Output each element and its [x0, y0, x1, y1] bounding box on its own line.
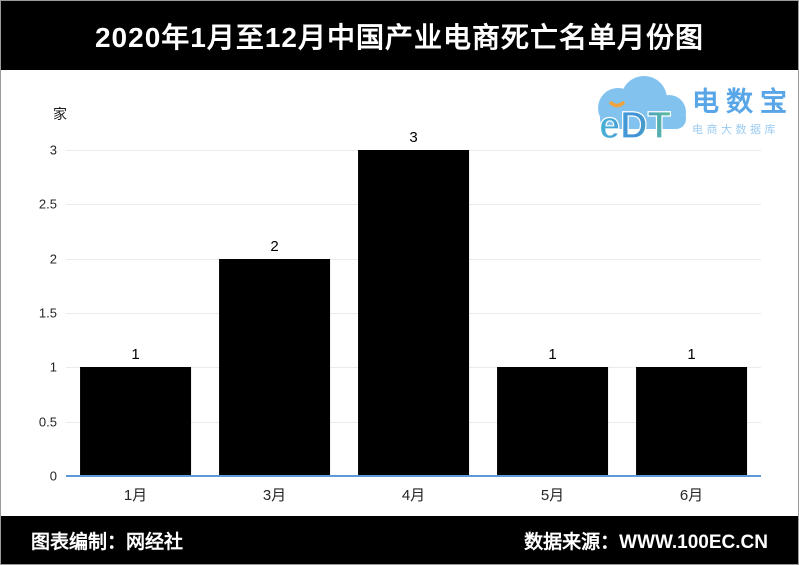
- x-tick-label: 4月: [401, 487, 426, 504]
- bar-4月: [357, 150, 470, 476]
- bar-5月: [496, 367, 609, 476]
- x-tick-label: 1月: [123, 487, 148, 504]
- y-tick-label: 1: [49, 359, 57, 375]
- cloud-shape: [598, 76, 686, 129]
- footer-source: 数据来源：WWW.100EC.CN: [524, 532, 768, 553]
- logo-subtitle: 电商大数据库: [692, 123, 779, 136]
- logo-accent-breve: [608, 100, 626, 108]
- x-tick-label: 3月: [262, 487, 287, 504]
- y-axis-unit-label: 家: [53, 106, 67, 122]
- bar-value-label: 2: [270, 237, 279, 255]
- chart-footer: 图表编制：网经社 数据来源：WWW.100EC.CN: [1, 516, 798, 564]
- x-axis-labels: 1月 3月 4月 5月 6月: [66, 484, 761, 505]
- bar-6月: [635, 367, 748, 476]
- footer-credit: 图表编制：网经社: [31, 532, 184, 553]
- plot-area: 1 2 3 1 1: [66, 129, 761, 477]
- y-tick-label: 2.5: [38, 196, 57, 212]
- bar-value-label: 1: [548, 346, 557, 364]
- y-tick-label: 0.5: [38, 414, 57, 430]
- y-axis-labels: 0 0.5 1 1.5 2 2.5 3: [1, 143, 57, 484]
- logo-text: 电数宝 电商大数据库: [692, 87, 794, 137]
- cloud-logo-icon: eDT: [598, 76, 686, 146]
- y-tick-label: 0: [49, 468, 57, 484]
- logo-brand-name: 电数宝: [692, 87, 794, 117]
- bar-3月: [218, 258, 331, 476]
- x-tick-label: 5月: [540, 487, 565, 504]
- y-tick-label: 3: [49, 142, 57, 158]
- chart-header: 2020年1月至12月中国产业电商死亡名单月份图: [1, 1, 798, 70]
- edt-logo: eDT 电数宝 电商大数据库: [582, 74, 794, 146]
- bar-value-label: 1: [131, 346, 140, 364]
- bar-value-label: 1: [687, 346, 696, 364]
- bar-value-label: 3: [409, 129, 418, 146]
- chart-panel: 家 eDT 电: [1, 70, 798, 516]
- chart-title: 2020年1月至12月中国产业电商死亡名单月份图: [94, 21, 704, 53]
- y-tick-label: 2: [49, 251, 57, 267]
- y-tick-label: 1.5: [38, 305, 57, 321]
- x-tick-label: 6月: [679, 487, 704, 504]
- logo-letters: eDT: [599, 105, 671, 146]
- bar-1月: [79, 367, 192, 476]
- x-axis-baseline: [66, 475, 761, 477]
